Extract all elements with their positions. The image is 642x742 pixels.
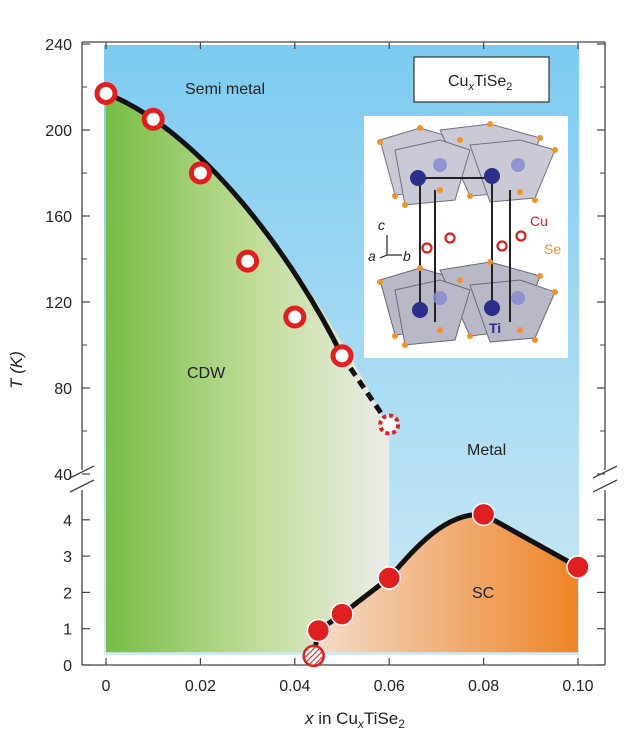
x-axis-label: x in CuxTiSe2 bbox=[304, 709, 405, 731]
cdw-data-point bbox=[330, 344, 354, 368]
y-tick-label: 40 bbox=[54, 467, 72, 484]
sc-region bbox=[313, 514, 578, 653]
compound-label-box bbox=[413, 56, 550, 103]
cdw-extrapolated-point bbox=[378, 413, 401, 436]
cdw-data-point bbox=[188, 161, 212, 185]
axis-ticks: 0 0.02 0.04 0.06 0.08 0.10 40 80 120 160 200 240 0 1 2… bbox=[45, 37, 605, 695]
x-tick-label: 0.08 bbox=[468, 678, 499, 695]
y-tick-label: 0 bbox=[63, 658, 72, 675]
cdw-label: CDW bbox=[187, 365, 226, 382]
y-tick-label: 4 bbox=[63, 513, 72, 530]
plot-frame bbox=[81, 41, 606, 666]
sc-data-point bbox=[471, 502, 496, 527]
y-tick-label: 240 bbox=[45, 37, 72, 54]
cdw-data-point bbox=[283, 305, 307, 329]
svg-text:Ti: Ti bbox=[489, 320, 501, 336]
y-tick-label: 2 bbox=[63, 585, 72, 602]
cdw-boundary-dashed bbox=[339, 354, 387, 420]
semimetal-label: Semi metal bbox=[185, 81, 265, 98]
cdw-boundary-line bbox=[103, 90, 345, 359]
y-axis-label: T (K) bbox=[7, 351, 26, 389]
sc-data-point bbox=[306, 618, 331, 643]
x-tick-label: 0.02 bbox=[185, 678, 216, 695]
sc-data-point bbox=[377, 566, 401, 590]
svg-text:Se: Se bbox=[544, 241, 561, 257]
svg-text:a: a bbox=[368, 248, 376, 264]
svg-text:b: b bbox=[403, 248, 411, 264]
sc-onset-point bbox=[302, 644, 325, 668]
cdw-data-point bbox=[236, 249, 260, 273]
svg-text:c: c bbox=[378, 217, 385, 233]
y-tick-label: 80 bbox=[54, 381, 72, 398]
y-tick-label: 120 bbox=[45, 295, 72, 312]
cdw-region bbox=[106, 93, 390, 653]
metal-label: Metal bbox=[467, 442, 506, 459]
x-tick-label: 0.04 bbox=[279, 678, 310, 695]
x-tick-label: 0.10 bbox=[562, 678, 593, 695]
compound-label: CuxTiSe2 bbox=[448, 73, 512, 93]
x-tick-label: 0.06 bbox=[374, 678, 405, 695]
y-tick-label: 160 bbox=[45, 209, 72, 226]
y-tick-label: 3 bbox=[63, 549, 72, 566]
sc-data-point bbox=[566, 555, 590, 579]
x-tick-label: 0 bbox=[102, 678, 111, 695]
y-tick-label: 200 bbox=[45, 123, 72, 140]
sc-label: SC bbox=[472, 585, 494, 602]
axis-break-marks bbox=[69, 465, 618, 493]
sc-data-point bbox=[330, 602, 354, 626]
y-tick-label: 1 bbox=[63, 622, 72, 639]
cdw-data-point bbox=[94, 81, 118, 105]
data-markers bbox=[94, 81, 590, 668]
svg-text:Cu: Cu bbox=[530, 213, 548, 229]
crystal-structure-inset: c a b Cu Se Ti bbox=[364, 116, 568, 358]
cdw-data-point bbox=[141, 107, 165, 131]
